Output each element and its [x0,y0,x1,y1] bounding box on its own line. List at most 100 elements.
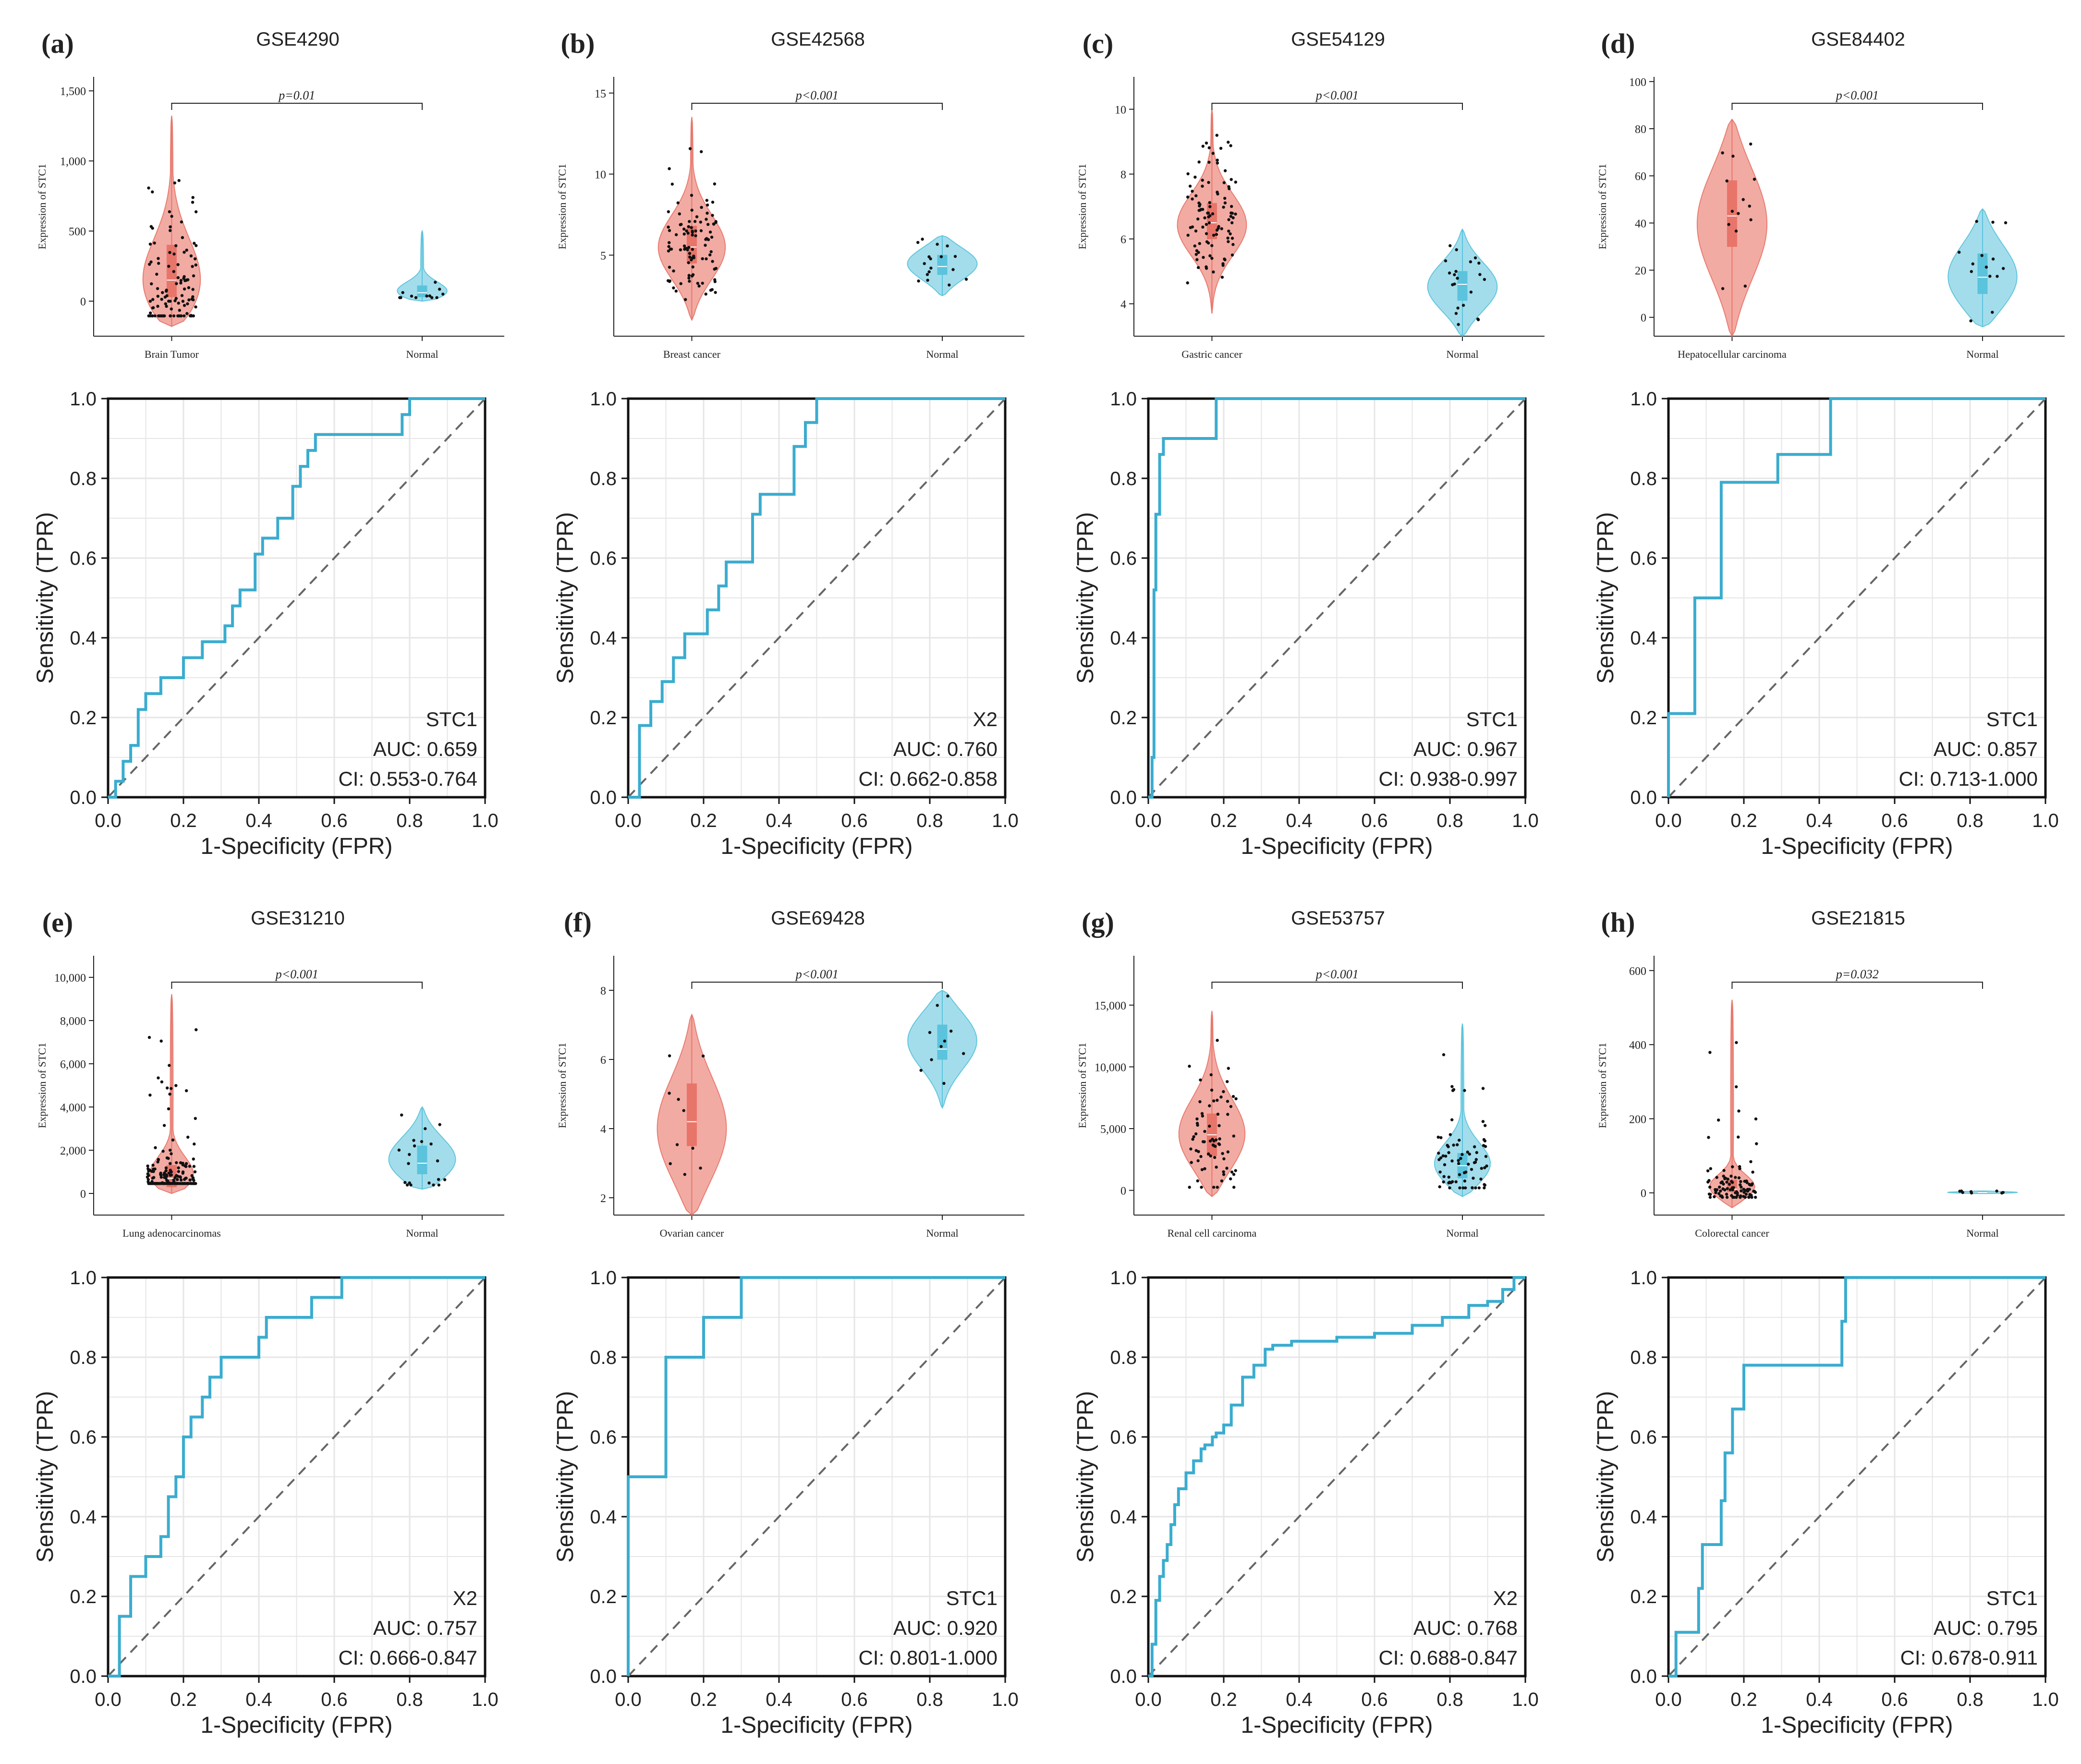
y-tick-label: 0.8 [1110,1347,1137,1368]
data-point [1708,1195,1712,1199]
p-value-label: p=0.01 [278,88,315,102]
y-tick-label: 4 [600,1123,606,1136]
data-point [189,254,193,257]
data-point [1991,311,1994,314]
data-point [693,219,697,223]
violin-box [1977,253,1988,294]
y-tick-label: 0.2 [590,707,617,729]
data-point [188,1165,192,1168]
data-point [152,1168,155,1171]
data-point [1196,1179,1199,1182]
significance-bracket [691,103,943,110]
data-point [1209,1073,1213,1077]
data-point [1208,214,1212,218]
data-point [1226,1150,1229,1154]
data-point [192,1165,196,1168]
x-axis-label: 1-Specificity (FPR) [200,1713,392,1738]
data-point [1454,269,1458,273]
y-tick-label: 0.6 [1110,548,1137,569]
data-point [964,278,968,281]
data-point [692,255,695,258]
data-point [1725,1195,1729,1199]
data-point [168,251,171,254]
data-point [690,274,694,278]
data-point [1714,1191,1717,1194]
data-point [168,210,171,214]
data-point [679,282,682,285]
data-point [148,300,152,303]
x-tick-label: Normal [1446,1227,1478,1239]
data-point [1212,270,1215,274]
data-point [1707,1136,1710,1139]
x-tick-label: 0.4 [1286,810,1313,831]
x-tick-label: 0.8 [916,810,943,831]
data-point [1969,1190,1973,1193]
data-point [1737,1176,1741,1180]
data-point [1215,134,1218,137]
data-point [921,237,924,241]
data-point [926,279,929,282]
data-point [1958,251,1961,254]
x-tick-label: 0.0 [615,1689,642,1710]
data-point [162,1182,166,1185]
data-point [666,279,670,282]
data-point [1190,1161,1193,1164]
y-tick-label: 0.6 [70,548,97,569]
data-point [175,1161,178,1165]
y-tick-label: 0.2 [1630,707,1657,729]
data-point [687,274,691,277]
roc-panel-5: 0.00.0 0.2 0.2 0.4 0.4 0.6 0.6 0.8 0.8 1.0 1.0 1-Sp… [33,1267,499,1738]
data-point [713,280,717,283]
data-point [1732,1186,1735,1190]
x-tick-label: 0.4 [1286,1689,1313,1710]
data-point [1482,1144,1485,1147]
plot-frame [107,1276,487,1678]
data-point [428,294,432,298]
data-point [434,280,437,284]
data-point [694,234,697,238]
data-point [1226,236,1229,240]
legend-auc: AUC: 0.967 [1413,738,1518,760]
y-tick-label: 15,000 [1095,1000,1126,1012]
data-point [682,244,686,248]
y-tick-label: 0.6 [1630,1427,1657,1448]
data-point [165,1179,169,1182]
data-point [701,257,704,260]
y-axis-label: Expression of STC1 [556,164,568,249]
data-point [403,1181,407,1184]
roc-curve [1148,1276,1525,1678]
data-point [1186,195,1190,199]
y-axis-label: Expression of STC1 [1076,1043,1088,1128]
legend-marker-name: STC1 [1986,708,2038,730]
data-point [2000,1191,2004,1195]
data-point [148,243,152,246]
data-point [939,255,943,258]
data-point [180,294,184,297]
x-tick-label: 0.2 [690,810,717,831]
legend-marker-name: STC1 [1466,708,1518,730]
panel-label: (g) [1082,907,1114,938]
legend-ci: CI: 0.801-1.000 [858,1646,998,1669]
data-point [1462,1171,1466,1174]
data-point [1469,291,1473,294]
panel-title: GSE69428 [771,908,865,929]
data-point [1202,255,1205,259]
y-tick-label: 0.6 [70,1427,97,1448]
x-axis-label: 1-Specificity (FPR) [1761,834,1953,859]
data-point [697,284,701,288]
data-point [1991,257,1995,261]
y-tick-label: 0.0 [1110,787,1137,808]
y-tick-label: 80 [1635,123,1646,136]
data-point [1735,1041,1738,1044]
data-point [1448,271,1451,275]
data-point [150,314,154,317]
data-point [1485,1164,1488,1168]
data-point [1443,1163,1447,1167]
data-point [682,1109,685,1112]
data-point [1186,233,1190,237]
data-point [192,274,195,278]
data-point [183,275,186,279]
data-point [437,1183,440,1187]
data-point [1731,1165,1734,1168]
data-point [1229,215,1233,218]
